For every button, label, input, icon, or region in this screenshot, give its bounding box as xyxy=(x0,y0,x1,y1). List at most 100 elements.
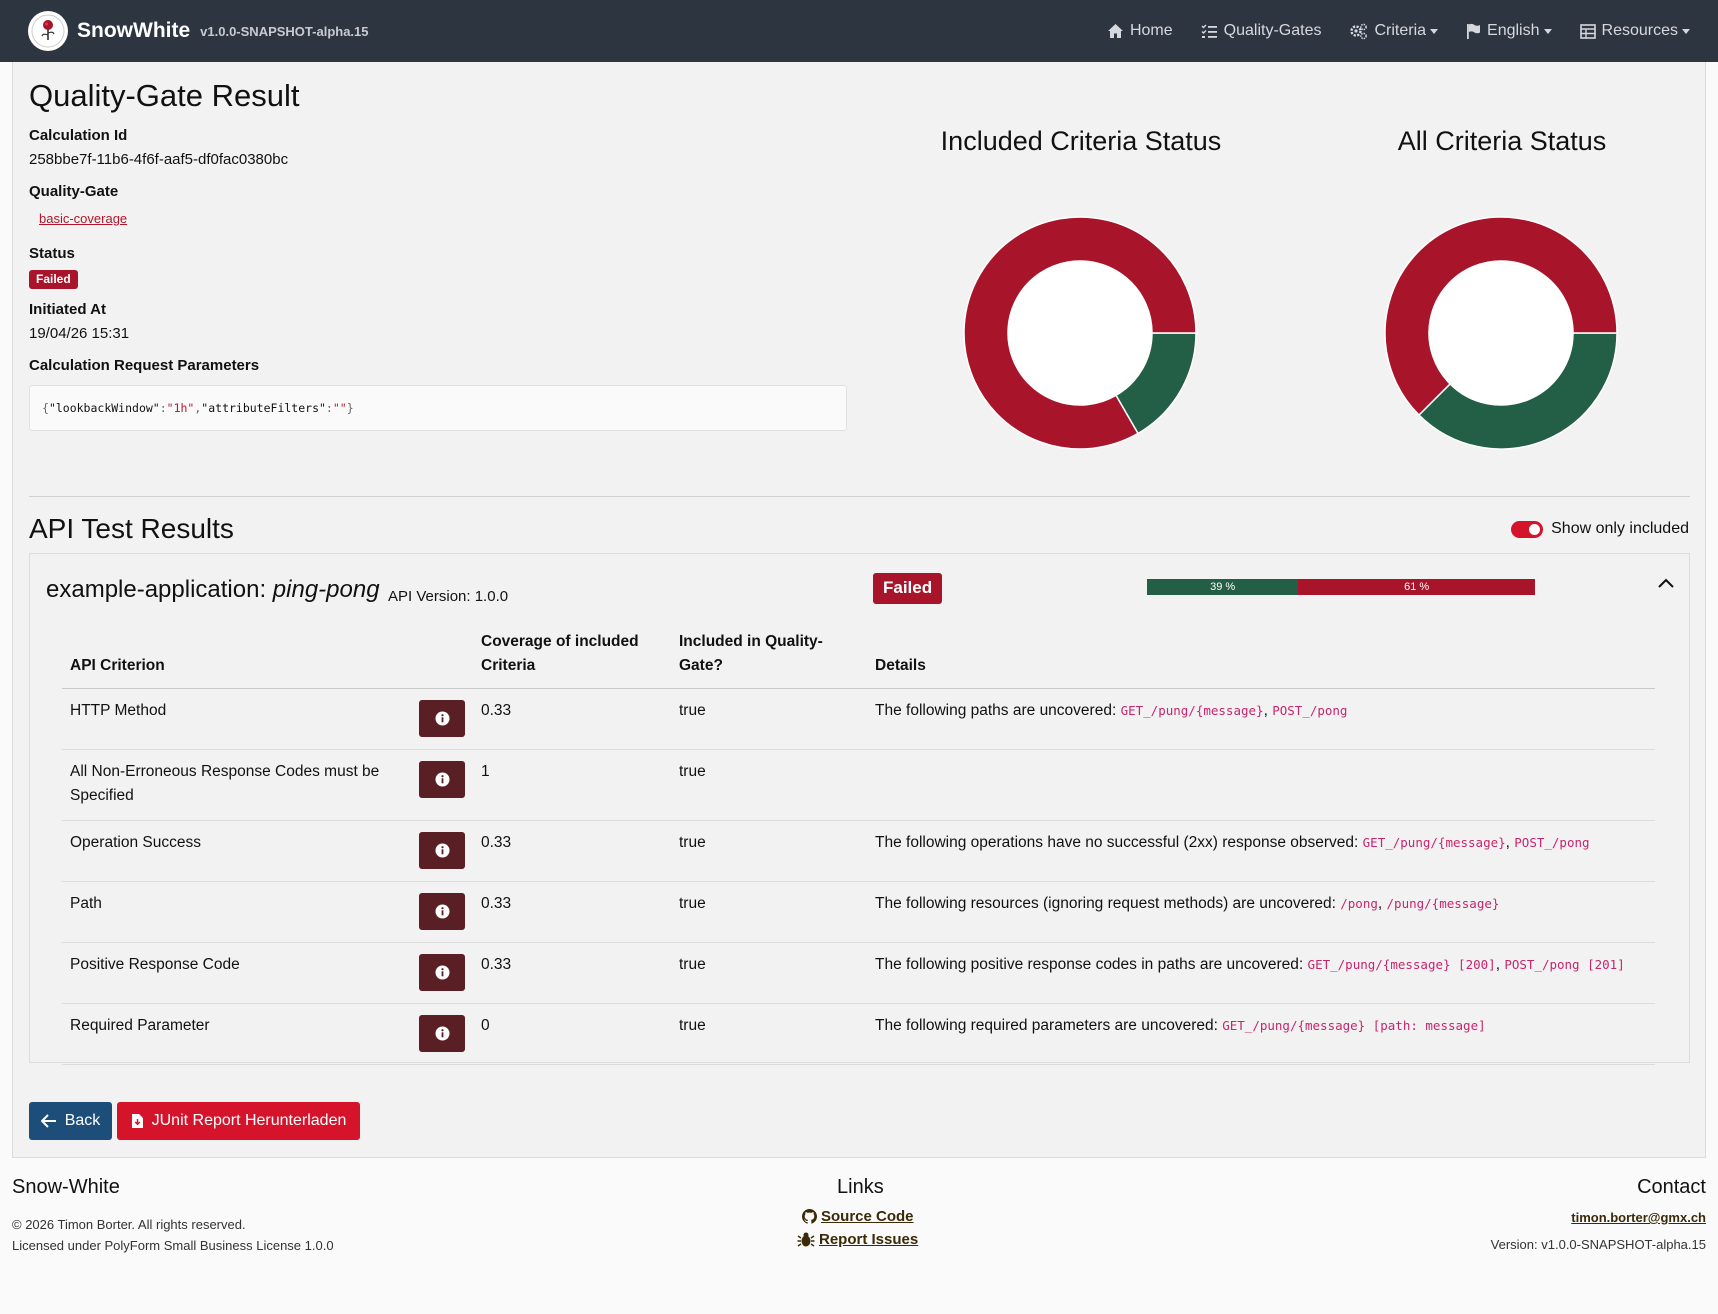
donut-slice-failed[interactable] xyxy=(963,216,1197,450)
api-version: API Version: 1.0.0 xyxy=(388,588,509,605)
file-download-icon xyxy=(131,1114,143,1128)
app-name: example-application: xyxy=(46,576,267,603)
show-only-included-toggle[interactable]: Show only included xyxy=(1511,520,1689,538)
navbar: SnowWhite v1.0.0-SNAPSHOT-alpha.15 Home … xyxy=(0,0,1718,62)
chevron-up-icon[interactable] xyxy=(1657,576,1675,594)
info-cell xyxy=(411,820,473,882)
nav-criteria-dropdown[interactable]: Criteria xyxy=(1349,22,1439,40)
info-cell xyxy=(411,749,473,821)
api-test-results-title: API Test Results xyxy=(29,513,234,544)
info-button[interactable] xyxy=(419,893,465,930)
nav-language-dropdown[interactable]: English xyxy=(1466,22,1552,40)
page-title: Quality-Gate Result xyxy=(29,78,300,113)
donut-hole xyxy=(1429,261,1573,405)
source-code-label: Source Code xyxy=(821,1208,914,1225)
table-icon xyxy=(1579,23,1596,39)
arrow-left-icon xyxy=(40,1114,56,1128)
table-row: Operation Success 0.33 true The following o… xyxy=(62,820,1655,882)
quality-gate-link[interactable]: basic-coverage xyxy=(39,211,128,226)
col-header-criterion: API Criterion xyxy=(62,624,411,689)
footer-links-title: Links xyxy=(837,1176,884,1198)
uncovered-item-code: /pong xyxy=(1340,896,1378,911)
col-header-details: Details xyxy=(867,624,1655,689)
brand-name: SnowWhite xyxy=(77,19,191,42)
col-header-included: Included in Quality-Gate? xyxy=(671,624,867,689)
param-key: "attributeFilters" xyxy=(201,401,326,415)
table-row: Path 0.33 true The following resources (ign… xyxy=(62,881,1655,943)
uncovered-item-code: GET_/pung/{message} [200] xyxy=(1307,957,1496,972)
api-title[interactable]: example-application: ping-pong xyxy=(46,576,380,604)
brand-version: v1.0.0-SNAPSHOT-alpha.15 xyxy=(200,23,369,39)
info-button[interactable] xyxy=(419,700,465,737)
info-cell xyxy=(411,942,473,1004)
brand[interactable]: SnowWhite v1.0.0-SNAPSHOT-alpha.15 xyxy=(28,11,369,51)
details-text: The following paths are uncovered: xyxy=(875,702,1121,719)
home-icon xyxy=(1107,24,1123,38)
info-button[interactable] xyxy=(419,1015,465,1052)
included-value: true xyxy=(671,942,867,1004)
uncovered-item-code: POST_/pong [201] xyxy=(1504,957,1625,972)
coverage-value: 0.33 xyxy=(473,942,671,1004)
nav-criteria-label: Criteria xyxy=(1374,22,1427,39)
info-cell xyxy=(411,1003,473,1065)
donut-slice-failed[interactable] xyxy=(1384,216,1618,417)
initiated-at-label: Initiated At xyxy=(29,301,106,318)
details-cell: The following operations have no success… xyxy=(867,820,1655,882)
progress-passed: 39 % xyxy=(1147,579,1299,595)
criteria-table: API Criterion Coverage of included Crite… xyxy=(62,624,1655,1065)
source-code-link[interactable]: Source Code xyxy=(802,1208,914,1225)
request-params-code: {"lookbackWindow":"1h","attributeFilters… xyxy=(29,385,847,431)
quality-gate-label: Quality-Gate xyxy=(29,183,119,200)
info-button[interactable] xyxy=(419,954,465,991)
criterion-name: Operation Success xyxy=(62,820,411,882)
calculation-id-value: 258bbe7f-11b6-4f6f-aaf5-df0fac0380bc xyxy=(29,151,289,168)
nav-home[interactable]: Home xyxy=(1107,22,1173,40)
flag-icon xyxy=(1467,23,1481,39)
request-params-label: Calculation Request Parameters xyxy=(29,357,260,374)
contact-email-link[interactable]: timon.borter@gmx.ch xyxy=(1571,1210,1706,1225)
details-cell: The following required parameters are un… xyxy=(867,1003,1655,1065)
nav-quality-gates[interactable]: Quality-Gates xyxy=(1201,22,1322,40)
info-icon xyxy=(435,904,449,919)
donut-slice-passed[interactable] xyxy=(1417,332,1618,450)
coverage-value: 0 xyxy=(473,1003,671,1065)
included-value: true xyxy=(671,820,867,882)
coverage-value: 0.33 xyxy=(473,688,671,750)
report-issues-link[interactable]: Report Issues xyxy=(797,1231,918,1248)
chevron-down-icon xyxy=(1682,28,1690,34)
toggle-label: Show only included xyxy=(1551,520,1689,537)
details-cell xyxy=(867,749,1655,821)
uncovered-item-code: POST_/pong xyxy=(1514,835,1590,850)
included-value: true xyxy=(671,1003,867,1065)
info-icon xyxy=(435,965,449,980)
table-row: HTTP Method 0.33 true The following paths a… xyxy=(62,688,1655,750)
param-value: "" xyxy=(332,401,347,415)
chevron-down-icon xyxy=(1430,28,1439,34)
api-status-badge: Failed xyxy=(873,573,943,604)
uncovered-item-code: GET_/pung/{message} [path: message] xyxy=(1222,1018,1486,1033)
list-check-icon xyxy=(1201,24,1217,38)
back-button[interactable]: Back xyxy=(29,1102,112,1140)
details-text: The following resources (ignoring reques… xyxy=(875,895,1341,912)
footer-brand: Snow-White xyxy=(12,1176,120,1198)
nav-quality-gates-label: Quality-Gates xyxy=(1223,22,1322,39)
coverage-value: 1 xyxy=(473,749,671,821)
info-button[interactable] xyxy=(419,832,465,869)
uncovered-item-code: POST_/pong xyxy=(1272,703,1348,718)
criterion-name: HTTP Method xyxy=(62,688,411,750)
param-key: "lookbackWindow" xyxy=(48,401,160,415)
coverage-value: 0.33 xyxy=(473,881,671,943)
info-icon xyxy=(435,1026,449,1041)
info-button[interactable] xyxy=(419,761,465,798)
info-icon xyxy=(435,711,449,726)
coverage-progress-bar: 39 % 61 % xyxy=(1147,579,1535,595)
junit-download-label: JUnit Report Herunterladen xyxy=(151,1112,347,1129)
table-row: Positive Response Code 0.33 true The follow… xyxy=(62,942,1655,1004)
toggle-switch[interactable] xyxy=(1511,520,1544,538)
nav-resources-dropdown[interactable]: Resources xyxy=(1579,22,1690,40)
info-icon xyxy=(435,843,449,858)
col-header-info xyxy=(411,624,473,689)
criterion-name: Path xyxy=(62,881,411,943)
initiated-at-value: 19/04/26 15:31 xyxy=(29,325,130,342)
junit-download-button[interactable]: JUnit Report Herunterladen xyxy=(117,1102,360,1140)
